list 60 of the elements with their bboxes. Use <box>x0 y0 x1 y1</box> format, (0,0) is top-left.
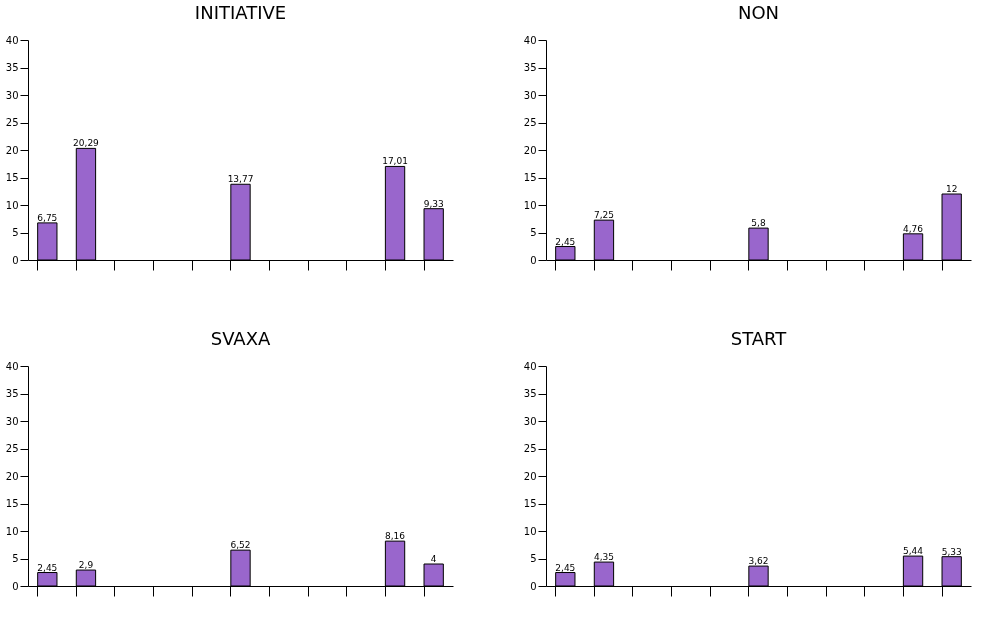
y-tick-label: 35 <box>5 388 19 399</box>
data-label: 6,75 <box>37 212 58 223</box>
y-tick-label: 5 <box>12 553 19 564</box>
data-label: 2,45 <box>555 236 576 247</box>
y-tick-label: 25 <box>5 443 19 454</box>
y-tick-label: 35 <box>523 62 537 73</box>
data-label: 5,33 <box>941 546 962 557</box>
y-tick-label: 15 <box>5 172 19 183</box>
data-label: 6,52 <box>230 540 251 551</box>
y-tick-label: 35 <box>523 388 537 399</box>
y-tick-label: 0 <box>530 254 537 266</box>
chart-title: NON <box>737 2 780 23</box>
y-tick-label: 0 <box>530 580 537 592</box>
data-label: 2,45 <box>555 562 576 573</box>
data-label: 4,76 <box>903 223 924 234</box>
data-label: 2,45 <box>37 562 58 573</box>
y-tick-label: 25 <box>523 117 537 128</box>
y-tick-label: 5 <box>530 227 537 238</box>
data-label: 9,33 <box>423 198 444 209</box>
data-label: 4 <box>430 554 437 564</box>
y-tick-label: 30 <box>5 415 19 427</box>
y-tick-label: 30 <box>5 89 19 101</box>
data-label: 5,44 <box>903 546 924 557</box>
data-label: 3,62 <box>748 556 769 567</box>
y-tick-label: 10 <box>5 525 19 537</box>
y-tick-label: 20 <box>5 144 19 156</box>
y-tick-label: 20 <box>523 144 537 156</box>
y-tick-label: 20 <box>523 470 537 482</box>
y-tick-label: 15 <box>523 172 537 183</box>
y-tick-label: 15 <box>5 498 19 509</box>
y-tick-label: 40 <box>523 34 537 46</box>
y-tick-label: 25 <box>523 443 537 454</box>
y-tick-label: 10 <box>523 199 537 211</box>
y-tick-label: 20 <box>5 470 19 482</box>
data-label: 7,25 <box>593 210 614 221</box>
data-label: 13,77 <box>227 174 254 185</box>
y-tick-label: 35 <box>5 62 19 73</box>
y-tick-label: 10 <box>523 525 537 537</box>
y-tick-label: 40 <box>5 360 19 372</box>
data-label: 5,8 <box>751 218 766 229</box>
data-label: 17,01 <box>382 156 408 167</box>
chart-title: INITIATIVE <box>194 2 287 23</box>
y-tick-label: 10 <box>5 199 19 211</box>
y-tick-label: 0 <box>12 580 19 592</box>
data-label: 4,35 <box>593 552 614 563</box>
y-tick-label: 0 <box>12 254 19 266</box>
y-tick-label: 30 <box>523 89 537 101</box>
chart-title: SVAXA <box>210 328 271 349</box>
data-label: 2,9 <box>78 560 94 571</box>
y-tick-label: 15 <box>523 498 537 509</box>
chart-title: START <box>730 328 788 349</box>
y-tick-label: 40 <box>5 34 19 46</box>
y-tick-label: 40 <box>523 360 537 372</box>
data-label: 12 <box>945 184 958 194</box>
y-tick-label: 30 <box>523 415 537 427</box>
data-label: 20,29 <box>73 138 100 149</box>
y-tick-label: 5 <box>12 227 19 238</box>
y-tick-label: 25 <box>5 117 19 128</box>
data-label: 8,16 <box>385 531 406 542</box>
y-tick-label: 5 <box>530 553 537 564</box>
